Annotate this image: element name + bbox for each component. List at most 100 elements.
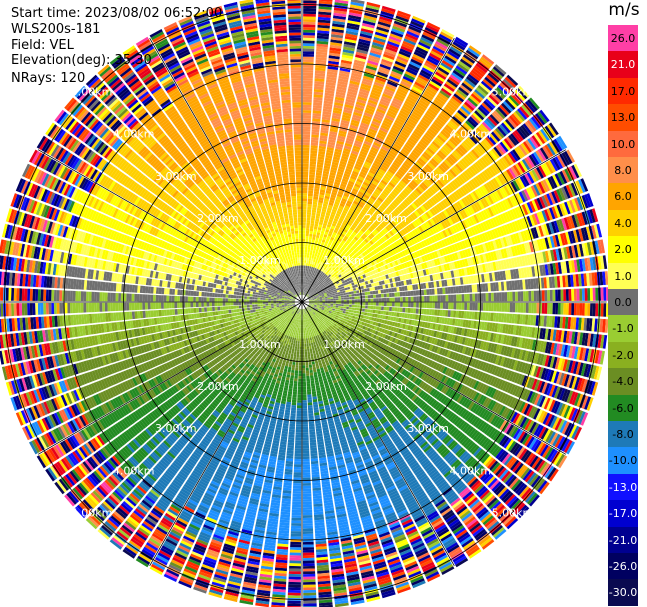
velocity-gate [453, 294, 457, 302]
velocity-gate [384, 48, 397, 55]
velocity-gate [376, 134, 385, 141]
velocity-gate [329, 131, 338, 136]
velocity-gate [410, 134, 419, 142]
velocity-gate [382, 161, 390, 168]
velocity-gate [325, 87, 335, 92]
velocity-gate [356, 293, 360, 296]
velocity-gate [302, 123, 311, 127]
velocity-gate [327, 296, 331, 298]
velocity-gate [308, 258, 312, 261]
velocity-gate [464, 78, 476, 88]
velocity-gate [306, 222, 310, 226]
velocity-gate [523, 302, 526, 313]
velocity-gate [318, 11, 332, 16]
velocity-gate [336, 173, 343, 178]
velocity-gate [311, 278, 314, 282]
velocity-gate [320, 264, 323, 268]
velocity-gate [536, 302, 540, 314]
velocity-gate [377, 196, 384, 203]
velocity-gate [342, 310, 346, 314]
velocity-gate [374, 79, 386, 85]
velocity-gate [333, 203, 339, 208]
velocity-gate [439, 287, 443, 295]
velocity-gate [302, 126, 311, 130]
velocity-gate [383, 306, 387, 311]
velocity-gate [338, 165, 345, 171]
velocity-gate [372, 290, 376, 295]
velocity-gate [302, 78, 313, 81]
velocity-gate [306, 287, 309, 291]
velocity-gate [437, 302, 441, 309]
velocity-gate [308, 185, 314, 189]
velocity-gate [326, 147, 334, 151]
velocity-gate [342, 49, 355, 54]
velocity-gate [325, 264, 329, 268]
velocity-gate [362, 308, 365, 312]
velocity-gate [343, 173, 351, 178]
velocity-gate [303, 8, 317, 12]
velocity-gate [322, 113, 331, 118]
velocity-gate [325, 303, 328, 305]
velocity-gate [313, 193, 319, 197]
velocity-gate [311, 255, 315, 259]
velocity-gate [360, 210, 366, 216]
velocity-gate [315, 284, 318, 287]
velocity-gate [460, 58, 473, 69]
velocity-gate [404, 160, 413, 167]
velocity-gate [370, 91, 381, 98]
velocity-gate [343, 207, 349, 212]
velocity-gate [358, 127, 368, 133]
velocity-gate [454, 67, 466, 77]
velocity-gate [317, 252, 321, 256]
velocity-gate [331, 161, 339, 166]
velocity-gate [386, 306, 390, 311]
velocity-gate [420, 119, 430, 127]
velocity-gate [356, 158, 365, 164]
velocity-gate [351, 72, 362, 78]
velocity-gate [353, 310, 357, 314]
velocity-gate [345, 309, 349, 312]
velocity-gate [306, 212, 312, 215]
velocity-gate [323, 266, 327, 271]
velocity-gate [315, 177, 322, 182]
velocity-gate [307, 282, 310, 286]
velocity-gate [320, 129, 329, 134]
velocity-gate [350, 291, 354, 294]
velocity-gate [322, 170, 330, 175]
velocity-gate [436, 94, 447, 103]
velocity-gate [386, 43, 399, 50]
velocity-gate [332, 112, 342, 117]
velocity-gate [423, 289, 427, 296]
velocity-gate [362, 78, 373, 84]
velocity-gate [461, 82, 473, 92]
velocity-gate [488, 292, 492, 302]
velocity-gate [337, 257, 341, 261]
velocity-gate [423, 134, 433, 142]
velocity-gate [302, 179, 308, 183]
velocity-gate [311, 281, 314, 285]
velocity-gate [384, 297, 387, 302]
velocity-gate [347, 231, 352, 236]
velocity-gate [310, 274, 313, 278]
velocity-gate [412, 15, 426, 24]
velocity-gate [322, 111, 332, 115]
velocity-gate [357, 232, 362, 237]
velocity-gate [426, 57, 439, 66]
velocity-gate [462, 80, 475, 90]
velocity-gate [326, 262, 330, 266]
velocity-gate [322, 303, 326, 305]
velocity-gate [341, 57, 353, 62]
velocity-gate [376, 298, 379, 302]
velocity-gate [592, 287, 596, 301]
velocity-gate [321, 250, 325, 254]
velocity-gate [353, 290, 357, 294]
velocity-gate [433, 73, 445, 83]
velocity-gate [334, 151, 342, 156]
velocity-gate [316, 46, 328, 50]
velocity-gate [359, 201, 366, 206]
velocity-gate [302, 190, 308, 194]
velocity-gate [362, 302, 366, 306]
velocity-gate [316, 213, 321, 217]
velocity-gate [431, 123, 441, 132]
velocity-gate [315, 259, 318, 263]
